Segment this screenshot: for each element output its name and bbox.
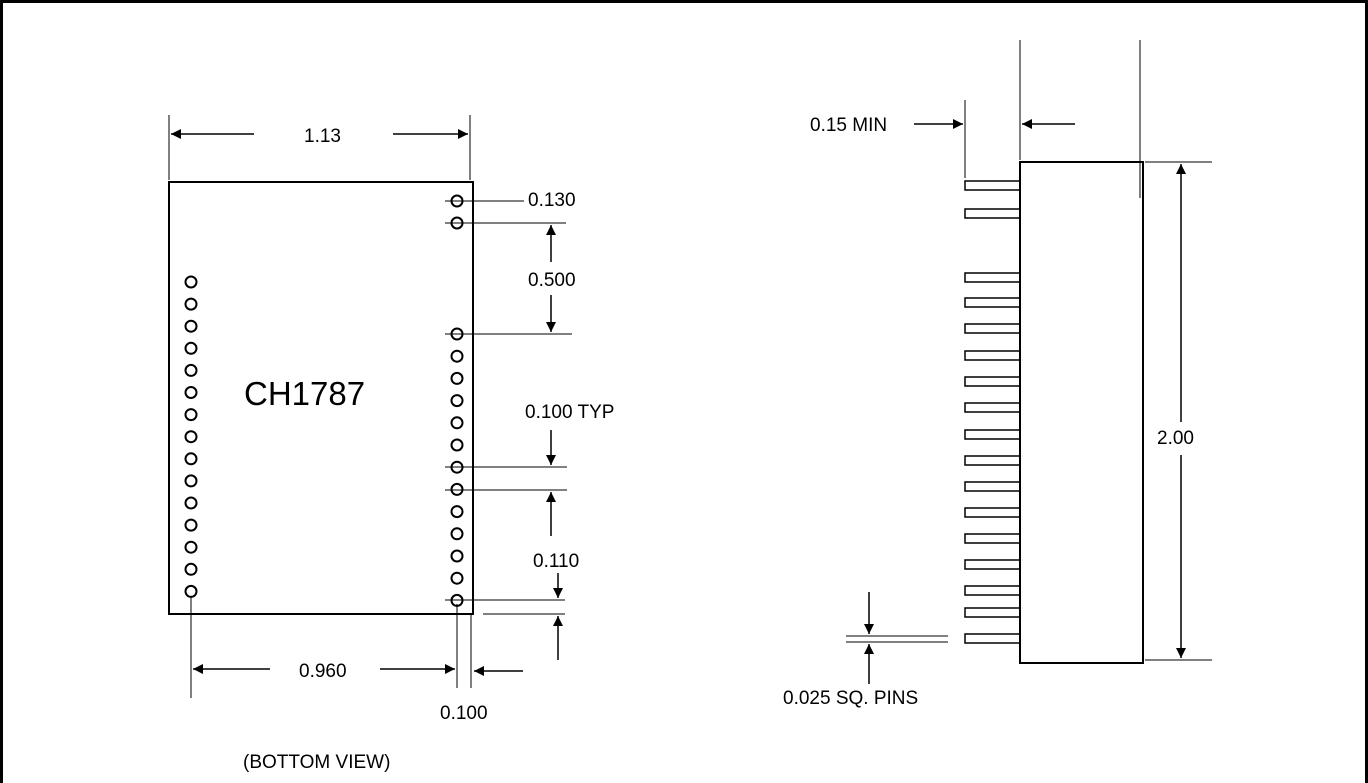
pin-hole — [184, 474, 198, 488]
module-body-side — [1019, 161, 1144, 664]
dim-row-offset-label: 0.110 — [533, 551, 579, 572]
side-pin — [964, 455, 1021, 466]
side-pin — [964, 533, 1021, 544]
pin-hole — [184, 408, 198, 422]
pin-hole — [450, 371, 464, 385]
pin-holes-right — [450, 194, 464, 607]
dim-width-label: 1.13 — [304, 126, 341, 147]
pin-hole — [184, 363, 198, 377]
dim-row-spacing-label: 0.960 — [299, 661, 347, 682]
side-pin — [964, 481, 1021, 492]
bottom-view-labels: CH1787 1.13 0.130 0.500 0.100 TYP 0.110 … — [243, 126, 614, 773]
pin-hole — [450, 571, 464, 585]
side-pin — [964, 633, 1021, 644]
part-number-label: CH1787 — [244, 375, 365, 412]
side-pin — [964, 585, 1021, 596]
side-pin — [964, 297, 1021, 308]
side-pins — [964, 180, 1021, 644]
pin-hole — [184, 386, 198, 399]
pin-hole — [450, 549, 464, 563]
pin-hole — [450, 505, 464, 519]
side-pin — [964, 559, 1021, 570]
pin-hole — [184, 430, 198, 444]
module-body-bottom — [168, 181, 474, 615]
side-pin — [964, 208, 1021, 219]
pin-hole — [184, 496, 198, 510]
side-pin — [964, 272, 1021, 283]
pin-hole — [450, 438, 464, 452]
dim-pins-label: 0.025 SQ. PINS — [783, 688, 918, 709]
pin-hole — [450, 527, 464, 541]
side-pin — [964, 429, 1021, 440]
pin-hole — [184, 540, 198, 554]
view-caption: (BOTTOM VIEW) — [243, 752, 390, 773]
pin-hole — [184, 297, 198, 311]
pin-hole — [184, 452, 198, 466]
dim-pin-pitch-top-label: 0.130 — [528, 190, 576, 211]
dim-edge-label: 0.100 — [440, 703, 488, 724]
pin-hole — [184, 562, 198, 576]
pin-hole — [184, 518, 198, 532]
side-pin — [964, 180, 1021, 191]
side-pin — [964, 607, 1021, 618]
side-pin — [964, 376, 1021, 387]
side-pin — [964, 323, 1021, 334]
pin-hole — [184, 341, 198, 355]
side-view-labels: 0.15 MIN 2.00 0.025 SQ. PINS — [783, 115, 1194, 709]
bottom-view — [168, 115, 572, 698]
dim-gap-label: 0.500 — [528, 270, 576, 291]
pin-hole — [450, 482, 464, 496]
side-pin — [964, 350, 1021, 361]
pin-hole — [184, 319, 198, 333]
pin-hole — [184, 275, 198, 289]
side-pin — [964, 402, 1021, 413]
dim-min-label: 0.15 MIN — [810, 115, 887, 136]
pin-holes-left — [184, 275, 198, 598]
dim-height-label: 2.00 — [1157, 428, 1194, 449]
pin-hole — [450, 349, 464, 363]
pin-hole — [450, 394, 464, 408]
side-view — [846, 40, 1212, 684]
pin-hole — [450, 416, 464, 430]
side-pin — [964, 507, 1021, 518]
dim-pitch-typ-label: 0.100 TYP — [525, 402, 614, 423]
pin-hole — [184, 584, 198, 598]
